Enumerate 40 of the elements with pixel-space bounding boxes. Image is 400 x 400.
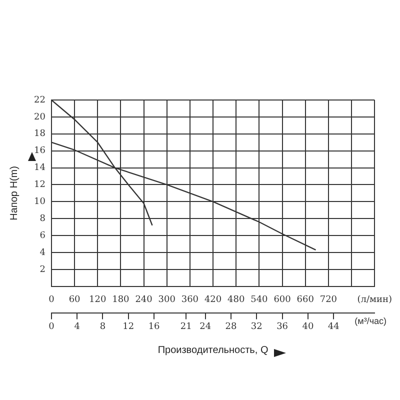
x2-tick-label: 12 (122, 322, 134, 332)
y-axis-title: Напор H(m) (8, 166, 20, 220)
y-tick-label: 16 (34, 146, 46, 156)
x-tick-label: 480 (228, 295, 245, 306)
x-tick-label: 660 (296, 295, 314, 306)
x2-tick-label: 32 (250, 322, 262, 332)
x2-tick-label: 40 (302, 322, 314, 332)
x-tick-label: 600 (274, 295, 292, 306)
x-tick-label: 60 (68, 295, 81, 306)
y-tick-label: 18 (34, 129, 46, 140)
x-tick-label: 420 (204, 295, 222, 306)
x2-tick-label: 24 (200, 322, 212, 332)
y-tick-label: 4 (40, 248, 46, 258)
x-axis-title: Производительность, Q (158, 344, 268, 356)
x2-tick-label: 4 (74, 322, 80, 332)
x2-tick-label: 36 (276, 322, 288, 332)
y-tick-label: 10 (34, 197, 46, 208)
x-tick-label: 180 (112, 295, 130, 306)
y-tick-label: 20 (34, 112, 46, 122)
x-tick-label: 300 (158, 295, 176, 306)
x2-tick-label: 44 (328, 322, 340, 332)
y-tick-label: 12 (34, 180, 46, 190)
y-tick-label: 14 (34, 163, 46, 174)
y-tick-label: 22 (34, 95, 46, 106)
x-tick-label: 0 (48, 295, 55, 306)
x2-tick-label: 28 (225, 322, 237, 332)
x-tick-label: 540 (250, 295, 268, 306)
x-tick-label: 360 (181, 295, 199, 306)
x2-axis-title: (м³/час) (354, 316, 387, 326)
x2-tick-label: 16 (148, 322, 160, 332)
x2-tick-label: 0 (48, 322, 55, 332)
x-tick-label: 720 (320, 295, 338, 306)
x-tick-label: 120 (89, 295, 106, 306)
x2-tick-label: 21 (180, 322, 192, 332)
y-tick-label: 6 (40, 230, 46, 241)
y-tick-label: 8 (40, 214, 46, 224)
x-tick-label: (л/мин) (357, 295, 392, 306)
x-tick-label: 240 (135, 295, 153, 306)
y-tick-label: 2 (40, 264, 46, 275)
x2-tick-label: 8 (100, 322, 106, 332)
